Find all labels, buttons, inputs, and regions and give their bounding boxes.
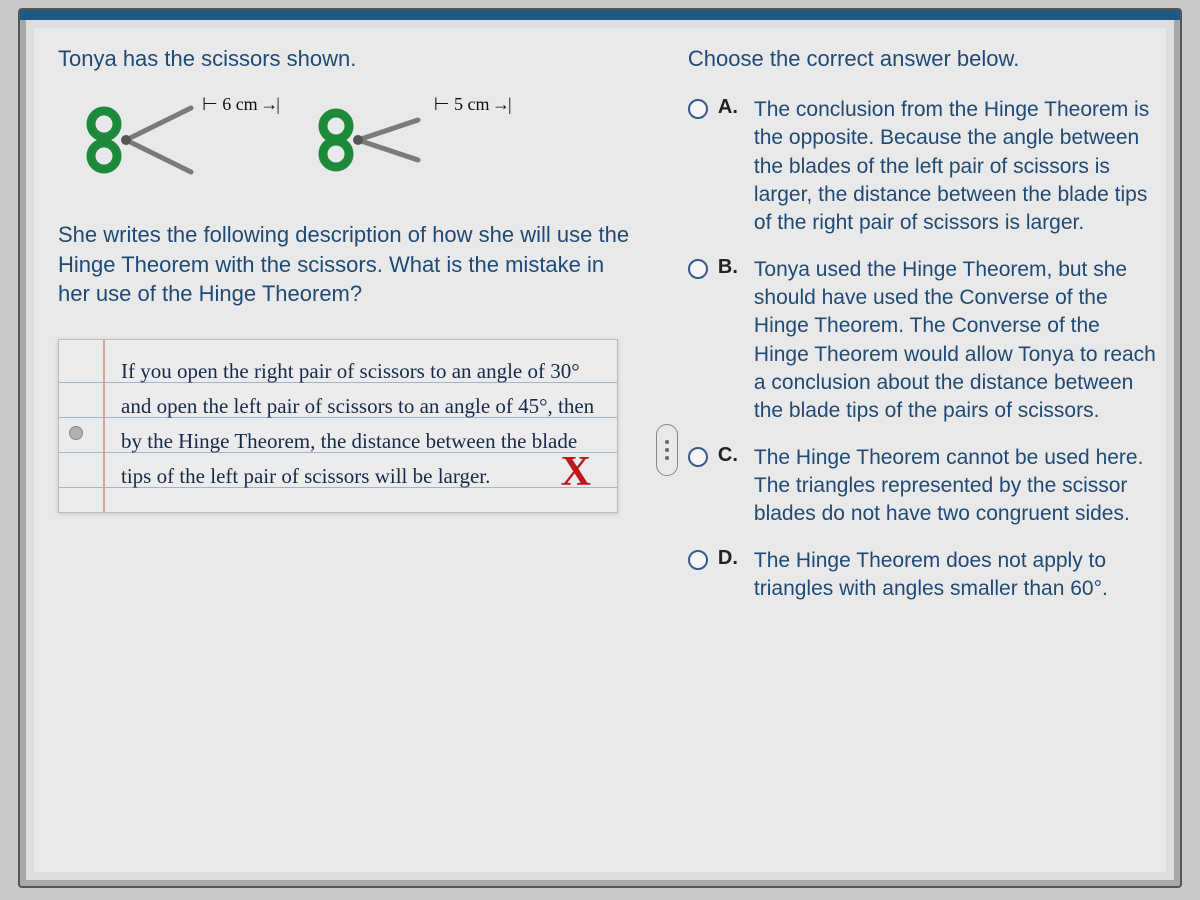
choice-c-text: The Hinge Theorem cannot be used here. T… xyxy=(754,444,1156,529)
choice-b-key: B. xyxy=(718,256,744,279)
panel-resize-handle[interactable] xyxy=(656,424,678,476)
radio-b[interactable] xyxy=(688,259,708,279)
scissors-figure: 6 cm 5 cm xyxy=(86,90,640,190)
choice-b-text: Tonya used the Hinge Theorem, but she sh… xyxy=(754,256,1156,426)
radio-a[interactable] xyxy=(688,99,708,119)
incorrect-mark-icon: X xyxy=(561,448,591,496)
choice-a-key: A. xyxy=(718,96,744,119)
radio-c[interactable] xyxy=(688,447,708,467)
paper-hole-icon xyxy=(69,426,83,440)
scissor-right-icon xyxy=(318,90,428,190)
choice-a[interactable]: A. The conclusion from the Hinge Theorem… xyxy=(688,96,1156,238)
choice-c-key: C. xyxy=(718,444,744,467)
scissor-left-dimension: 6 cm xyxy=(202,94,278,115)
scissor-right-dimension: 5 cm xyxy=(434,94,510,115)
scissor-left: 6 cm xyxy=(86,90,278,190)
content-area: Tonya has the scissors shown. xyxy=(34,28,1166,872)
top-bar xyxy=(20,10,1180,20)
choice-d[interactable]: D. The Hinge Theorem does not apply to t… xyxy=(688,547,1156,604)
choice-a-text: The conclusion from the Hinge Theorem is… xyxy=(754,96,1156,238)
question-panel: Tonya has the scissors shown. xyxy=(34,28,668,872)
student-work-text: If you open the right pair of scissors t… xyxy=(121,354,595,494)
app-frame: Tonya has the scissors shown. xyxy=(18,8,1182,888)
choice-b[interactable]: B. Tonya used the Hinge Theorem, but she… xyxy=(688,256,1156,426)
choice-c[interactable]: C. The Hinge Theorem cannot be used here… xyxy=(688,444,1156,529)
answer-header: Choose the correct answer below. xyxy=(688,46,1156,72)
radio-d[interactable] xyxy=(688,550,708,570)
choice-d-text: The Hinge Theorem does not apply to tria… xyxy=(754,547,1156,604)
answer-panel: Choose the correct answer below. A. The … xyxy=(668,28,1166,872)
question-text: She writes the following description of … xyxy=(58,220,640,309)
student-work-paper: If you open the right pair of scissors t… xyxy=(58,339,618,513)
scissor-left-icon xyxy=(86,90,196,190)
scissor-right: 5 cm xyxy=(318,90,510,190)
choice-d-key: D. xyxy=(718,547,744,570)
question-intro: Tonya has the scissors shown. xyxy=(58,46,640,72)
